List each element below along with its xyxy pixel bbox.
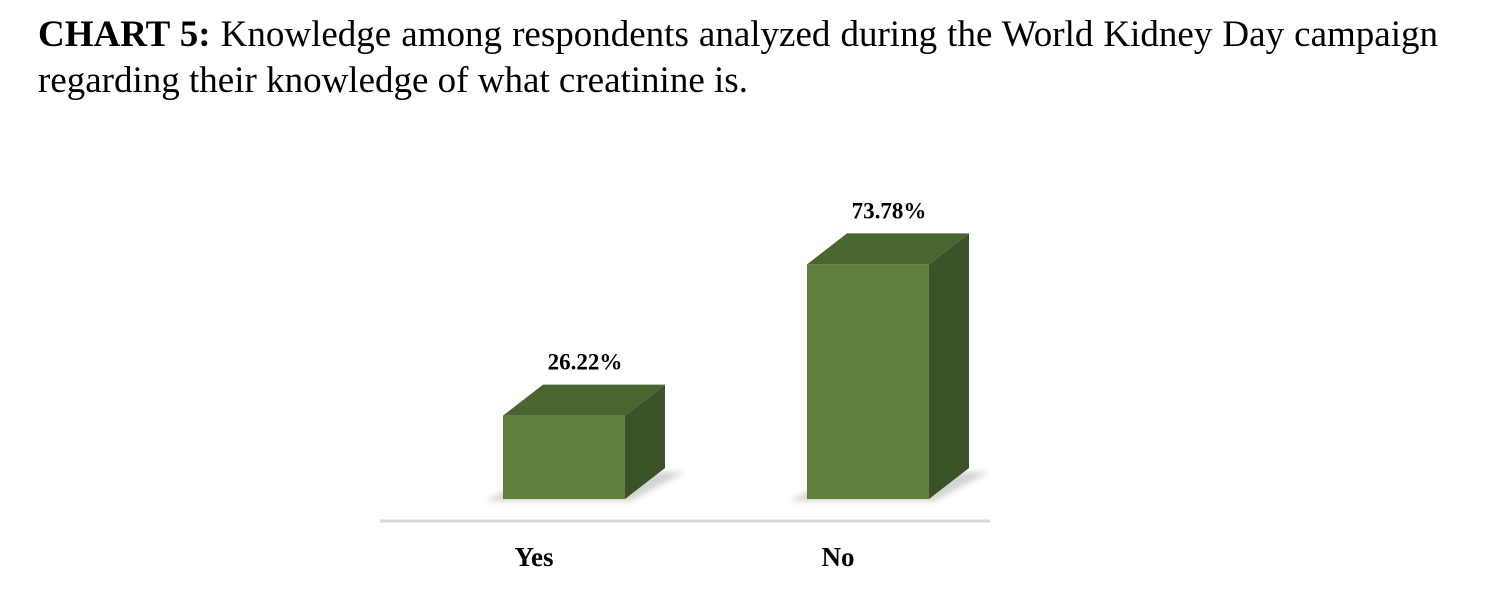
bar-no [807,264,929,499]
value-label-yes: 26.22% [548,350,623,375]
category-label-yes: Yes [515,542,554,572]
caption-text: Knowledge among respondents analyzed dur… [38,14,1438,101]
bar-yes [503,415,625,499]
chart-caption: CHART 5: Knowledge among respondents ana… [38,12,1438,104]
value-label-no: 73.78% [852,198,927,223]
bar-side-no [929,233,969,500]
bar-side-yes [625,384,665,499]
caption-label: CHART 5: [38,14,211,55]
chart-plot-area: 26.22% Yes 73.78% No [380,198,990,572]
bar-top-yes [503,384,665,416]
bar-top-no [807,233,969,265]
category-label-no: No [822,542,855,572]
